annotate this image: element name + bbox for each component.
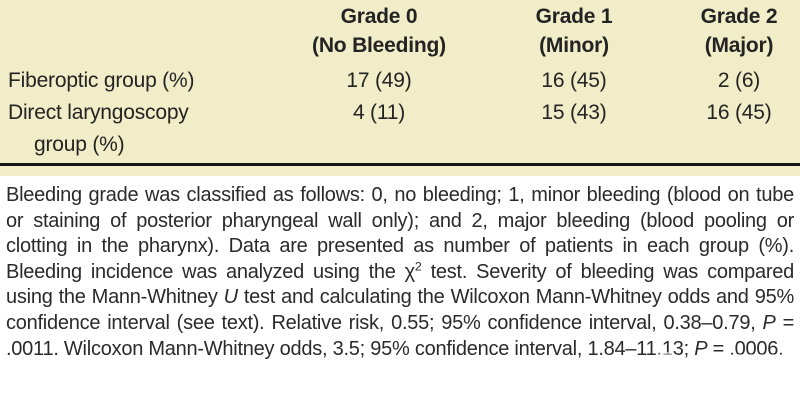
column-header-grade2-line2: (Major) bbox=[704, 34, 774, 57]
cell-empty-1 bbox=[288, 130, 470, 160]
row-label-direct-laryngoscopy-line2: group (%) bbox=[34, 133, 125, 156]
column-header-grade0-line1: Grade 0 bbox=[340, 5, 418, 28]
cell-direct-grade2: 16 (45) bbox=[706, 101, 772, 124]
table-row-direct-laryngoscopy-wrap: group (%) bbox=[0, 128, 800, 160]
column-header-grade1-line2: (Minor) bbox=[539, 34, 609, 57]
cell-fiberoptic-grade2: 2 (6) bbox=[717, 69, 761, 92]
table-row-direct-laryngoscopy: Direct laryngoscopy 4 (11) 15 (43) 16 (4… bbox=[0, 96, 800, 128]
cell-empty-2 bbox=[470, 130, 678, 160]
column-header-grade0: Grade 0 (No Bleeding) bbox=[288, 2, 470, 60]
column-header-grade1: Grade 1 (Minor) bbox=[470, 2, 678, 60]
cell-direct-grade0: 4 (11) bbox=[352, 101, 406, 124]
row-label-fiberoptic: Fiberoptic group (%) bbox=[8, 69, 195, 92]
row-label-direct-laryngoscopy-line1: Direct laryngoscopy bbox=[8, 101, 189, 124]
table-footnote: Bleeding grade was classified as follows… bbox=[6, 184, 795, 360]
cell-fiberoptic-grade0: 17 (49) bbox=[346, 69, 412, 92]
watermark-bar bbox=[697, 378, 795, 394]
column-header-grade2-line1: Grade 2 bbox=[700, 5, 778, 28]
column-header-grade0-line2: (No Bleeding) bbox=[312, 34, 446, 57]
cell-direct-grade1: 15 (43) bbox=[541, 101, 607, 124]
table-row-fiberoptic: Fiberoptic group (%) 17 (49) 16 (45) 2 (… bbox=[0, 64, 800, 96]
table-header-row: Grade 0 (No Bleeding) Grade 1 (Minor) Gr… bbox=[0, 0, 800, 60]
column-header-grade1-line1: Grade 1 bbox=[535, 5, 613, 28]
header-spacer bbox=[0, 2, 288, 60]
cell-fiberoptic-grade1: 16 (45) bbox=[541, 69, 607, 92]
cell-empty-3 bbox=[678, 130, 800, 160]
column-header-grade2: Grade 2 (Major) bbox=[678, 2, 800, 60]
results-table: Grade 0 (No Bleeding) Grade 1 (Minor) Gr… bbox=[0, 0, 800, 176]
table-bottom-rule bbox=[0, 163, 800, 166]
